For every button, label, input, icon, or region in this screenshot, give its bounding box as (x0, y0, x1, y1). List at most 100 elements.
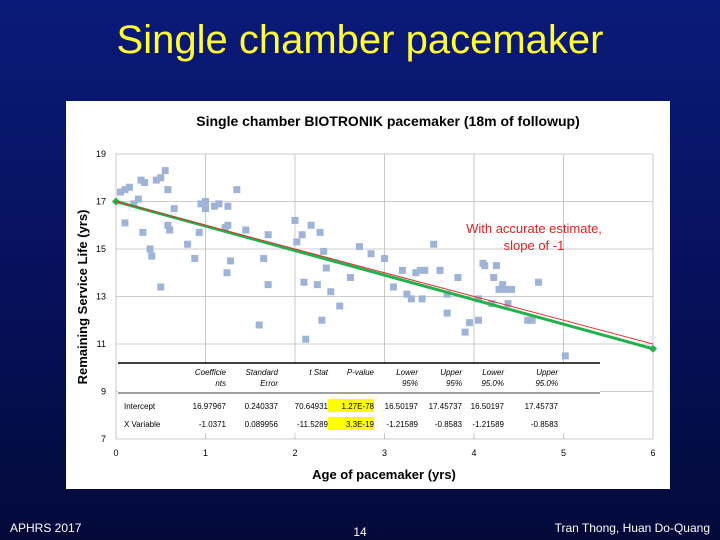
data-point (481, 262, 489, 270)
axes: 7 9 11 13 15 17 19 0 1 2 3 4 5 6 (96, 149, 656, 458)
regression-line (115, 200, 654, 351)
data-point (148, 252, 156, 260)
table-cell: 17.45737 (525, 402, 559, 411)
data-point (291, 217, 299, 224)
table-header: t Stat (309, 368, 328, 377)
data-point (466, 319, 474, 327)
data-point (164, 186, 172, 194)
annotation-text: slope of -1 (504, 238, 565, 253)
data-point (307, 221, 315, 229)
data-point (116, 188, 124, 196)
table-header: 95.0% (535, 379, 558, 388)
annotation-text: With accurate estimate, (466, 221, 602, 236)
data-point (255, 321, 263, 329)
data-point (501, 285, 509, 293)
data-point (157, 283, 165, 291)
data-point (125, 183, 133, 191)
y-tick-label: 15 (96, 244, 106, 254)
data-point (474, 295, 482, 303)
data-point (298, 231, 306, 239)
data-point (300, 278, 308, 286)
data-point (184, 240, 192, 248)
data-point (195, 228, 203, 236)
data-point (161, 167, 169, 175)
data-point (443, 309, 451, 317)
data-point (495, 285, 503, 293)
table-cell: 1.27E-78 (342, 402, 375, 411)
data-point (421, 266, 429, 274)
data-point (260, 255, 268, 262)
x-tick-label: 0 (113, 448, 118, 458)
data-point (508, 285, 516, 293)
data-point (224, 202, 232, 210)
data-point (418, 295, 426, 303)
table-cell: 3.3E-19 (346, 420, 375, 429)
data-point (215, 200, 223, 208)
data-point (170, 205, 178, 213)
data-point (157, 174, 165, 182)
table-header: Standard (246, 368, 279, 377)
data-point (412, 269, 420, 277)
data-point (398, 266, 406, 274)
table-cell: 16.50197 (471, 402, 505, 411)
x-tick-label: 6 (650, 448, 655, 458)
data-point (134, 195, 142, 203)
data-point (316, 228, 324, 236)
pvalue-highlight (328, 399, 374, 412)
table-cell: -11.5289 (297, 420, 329, 429)
data-point (443, 290, 451, 298)
table-cell: -1.21589 (386, 420, 418, 429)
x-tick-label: 5 (561, 448, 566, 458)
data-point (227, 257, 235, 265)
slope-annotation: With accurate estimate, slope of -1 (466, 221, 602, 253)
data-point (264, 231, 272, 239)
data-point (166, 226, 174, 234)
data-point (474, 316, 482, 324)
table-header: Lower (482, 368, 504, 377)
table-cell: -0.8583 (531, 420, 559, 429)
table-header: 95% (446, 379, 462, 388)
data-point (313, 281, 321, 289)
table-row-label: X Variable (124, 420, 161, 429)
data-point (139, 228, 147, 236)
data-point (152, 176, 160, 184)
data-point (242, 226, 250, 234)
table-header: nts (215, 379, 226, 388)
data-point (504, 300, 512, 308)
data-point (461, 328, 469, 336)
y-tick-label: 9 (101, 387, 106, 397)
data-point (346, 274, 354, 281)
data-point (367, 250, 375, 258)
table-cell: -1.0371 (199, 420, 227, 429)
data-point (528, 316, 536, 324)
data-point (430, 240, 438, 248)
data-point (534, 278, 542, 286)
data-point (490, 274, 498, 281)
data-point (389, 283, 397, 291)
data-point (524, 316, 532, 324)
data-point (492, 262, 500, 270)
data-point (336, 302, 344, 310)
chart-title: Single chamber BIOTRONIK pacemaker (18m … (196, 113, 580, 129)
data-point (293, 238, 301, 246)
slide-title: Single chamber pacemaker (116, 18, 604, 62)
y-tick-label: 19 (96, 149, 106, 159)
data-point (561, 352, 569, 360)
table-cell: 17.45737 (429, 402, 463, 411)
table-cell: 16.97967 (193, 402, 227, 411)
footer-authors: Tran Thong, Huan Do-Quang (554, 521, 710, 535)
data-point (322, 264, 330, 272)
data-points (116, 167, 569, 360)
x-tick-label: 1 (203, 448, 208, 458)
data-point (224, 221, 232, 229)
data-point (436, 266, 444, 274)
data-point (327, 288, 335, 296)
data-point (121, 219, 129, 227)
reference-line (115, 201, 654, 345)
data-point (202, 198, 209, 205)
table-cell: 70.64931 (295, 402, 329, 411)
table-row-label: Intercept (124, 402, 156, 411)
y-tick-label: 7 (101, 434, 106, 444)
data-point (318, 316, 326, 324)
data-point (202, 205, 209, 213)
